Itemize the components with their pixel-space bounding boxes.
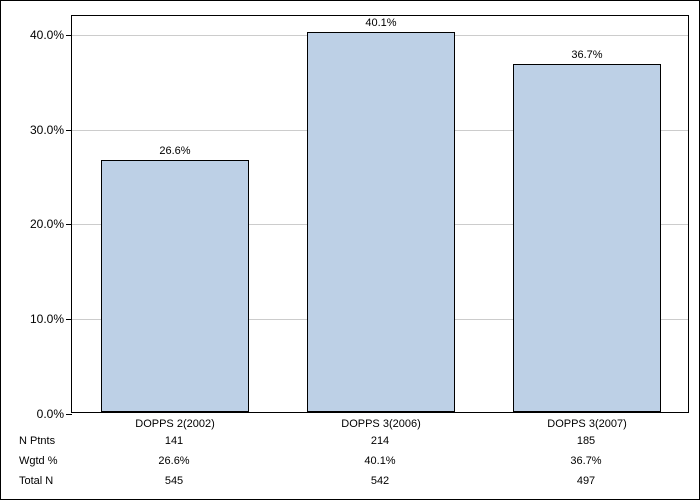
data-cell: 26.6% [158, 455, 189, 467]
ytick-mark [66, 35, 72, 36]
bar-value-label: 26.6% [159, 145, 190, 157]
data-row: Wgtd % 26.6% 40.1% 36.7% [1, 455, 700, 473]
bar-value-label: 36.7% [571, 49, 602, 61]
plot-area: 0.0%10.0%20.0%30.0%40.0%26.6%DOPPS 2(200… [71, 15, 689, 413]
data-row: N Ptnts 141 214 185 [1, 435, 700, 453]
ytick-mark [66, 224, 72, 225]
data-cell: 40.1% [364, 455, 395, 467]
xtick-label: DOPPS 3(2006) [341, 418, 420, 430]
ytick-label: 0.0% [37, 407, 64, 421]
xtick-label: DOPPS 2(2002) [135, 418, 214, 430]
data-row: Total N 545 542 497 [1, 475, 700, 493]
ytick-mark [66, 130, 72, 131]
data-row-header: Total N [19, 475, 53, 487]
bar-value-label: 40.1% [365, 17, 396, 29]
data-cell: 214 [371, 435, 389, 447]
data-cell: 542 [371, 475, 389, 487]
data-cell: 141 [165, 435, 183, 447]
ytick-mark [66, 319, 72, 320]
data-cell: 545 [165, 475, 183, 487]
data-row-header: N Ptnts [19, 435, 55, 447]
chart-container: 0.0% 10.0% 20.0% 30.0% 40.0% 26.6% DOPPS 2(200… [0, 0, 700, 500]
bar: 36.7% [513, 64, 661, 412]
ytick-label: 20.0% [30, 217, 64, 231]
xtick-label: DOPPS 3(2007) [547, 418, 626, 430]
data-cell: 36.7% [570, 455, 601, 467]
ytick-label: 10.0% [30, 312, 64, 326]
ytick-mark [66, 414, 72, 415]
ytick-label: 40.0% [30, 28, 64, 42]
data-cell: 185 [577, 435, 595, 447]
ytick-label: 30.0% [30, 123, 64, 137]
bar: 40.1% [307, 32, 455, 412]
data-cell: 497 [577, 475, 595, 487]
bar: 26.6% [101, 160, 249, 412]
data-row-header: Wgtd % [19, 455, 58, 467]
